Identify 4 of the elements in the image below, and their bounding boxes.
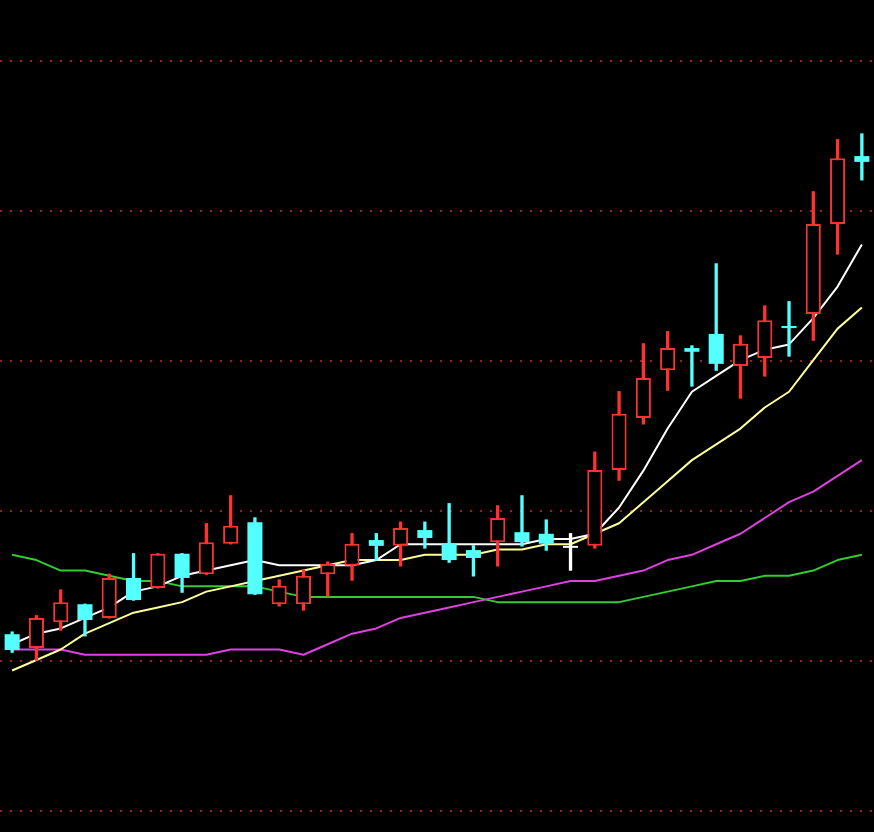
candlestick — [854, 133, 870, 181]
candlestick — [781, 301, 797, 357]
candlestick — [514, 495, 530, 547]
candlestick — [684, 345, 700, 387]
